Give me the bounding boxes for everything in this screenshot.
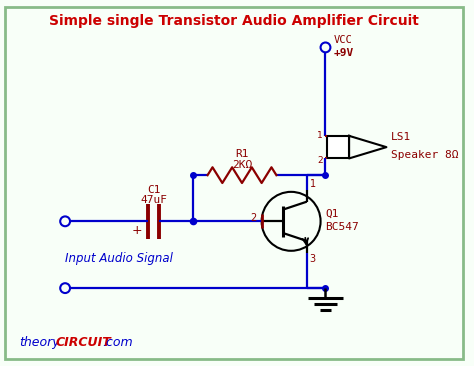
Text: CIRCUIT: CIRCUIT — [55, 336, 111, 349]
Text: .com: .com — [102, 336, 133, 349]
Text: Input Audio Signal: Input Audio Signal — [65, 252, 173, 265]
Text: VCC: VCC — [333, 34, 352, 45]
Text: R1: R1 — [235, 149, 249, 158]
Text: Speaker 8Ω: Speaker 8Ω — [392, 150, 459, 160]
Text: BC547: BC547 — [326, 222, 359, 232]
Text: theory: theory — [19, 336, 60, 349]
Text: +: + — [132, 224, 143, 237]
Text: 2KΩ: 2KΩ — [232, 160, 252, 170]
Text: +9V: +9V — [333, 48, 354, 58]
Text: 47uF: 47uF — [140, 195, 167, 205]
Text: 3: 3 — [310, 254, 316, 264]
Text: 2: 2 — [317, 156, 322, 165]
Text: 2: 2 — [250, 213, 257, 223]
Bar — [328, 136, 349, 158]
Text: 1: 1 — [310, 179, 316, 189]
Text: Q1: Q1 — [326, 209, 339, 219]
Text: LS1: LS1 — [392, 132, 411, 142]
Text: C1: C1 — [147, 185, 160, 195]
Text: 1: 1 — [317, 131, 322, 140]
Text: Simple single Transistor Audio Amplifier Circuit: Simple single Transistor Audio Amplifier… — [49, 14, 419, 28]
